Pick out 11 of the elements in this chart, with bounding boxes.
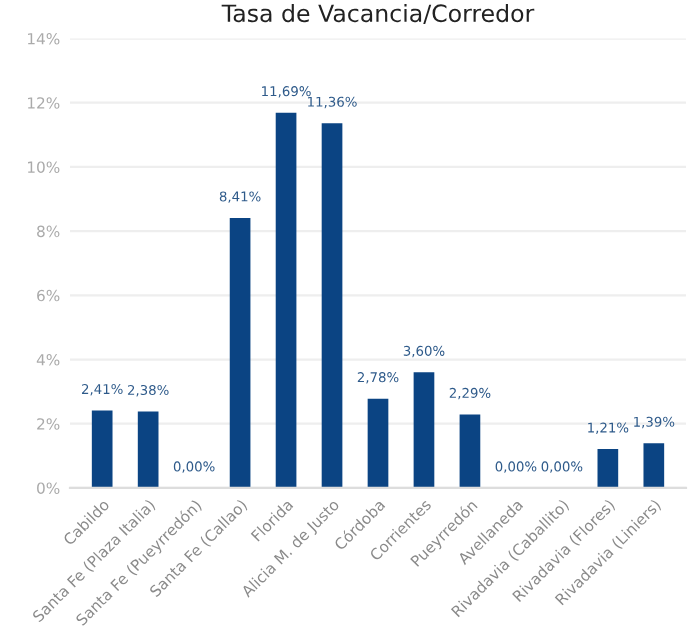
bar: [91, 410, 113, 488]
chart-title: Tasa de Vacancia/Corredor: [221, 3, 535, 25]
bar: [597, 449, 619, 488]
bar: [367, 398, 389, 488]
bar: [321, 123, 343, 488]
bar: [643, 443, 665, 488]
bar: [413, 372, 435, 488]
bar: [229, 217, 251, 488]
bar: [275, 112, 297, 488]
bar: [459, 414, 481, 488]
bar: [137, 411, 159, 488]
